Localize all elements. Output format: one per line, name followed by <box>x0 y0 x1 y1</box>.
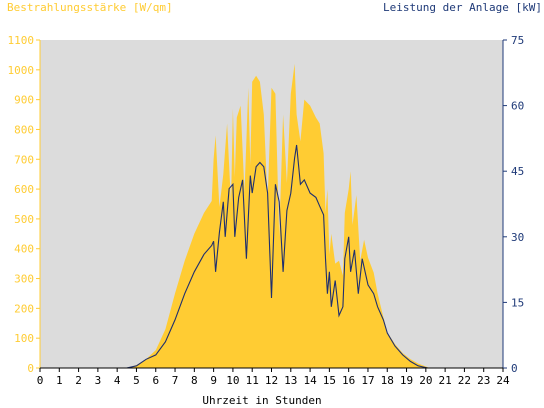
right-tick-label: 30 <box>511 231 524 244</box>
left-tick-label: 700 <box>14 153 34 166</box>
x-tick-label: 17 <box>361 374 374 387</box>
left-tick-label: 900 <box>14 94 34 107</box>
x-tick-label: 10 <box>226 374 239 387</box>
x-tick-label: 4 <box>114 374 121 387</box>
series-irradiance-area <box>40 63 503 369</box>
x-tick-label: 14 <box>303 374 317 387</box>
series-power-line <box>40 144 503 369</box>
right-tick-label: 45 <box>511 165 524 178</box>
x-tick-label: 0 <box>37 374 44 387</box>
x-tick-label: 8 <box>191 374 198 387</box>
right-axis-label: Leistung der Anlage [kW] <box>383 1 542 14</box>
left-tick-label: 0 <box>27 362 34 375</box>
left-tick-label: 500 <box>14 213 34 226</box>
x-tick-label: 19 <box>400 374 413 387</box>
axes-layer: 0100200300400500600700800900100011000153… <box>8 34 525 387</box>
left-tick-label: 800 <box>14 123 34 136</box>
x-tick-label: 18 <box>381 374 394 387</box>
x-tick-label: 12 <box>265 374 278 387</box>
x-tick-label: 1 <box>56 374 63 387</box>
x-tick-label: 13 <box>284 374 297 387</box>
left-tick-label: 400 <box>14 243 34 256</box>
x-tick-label: 16 <box>342 374 355 387</box>
left-tick-label: 300 <box>14 273 34 286</box>
x-tick-label: 9 <box>210 374 217 387</box>
series-layer <box>40 63 503 369</box>
x-tick-label: 21 <box>439 374 452 387</box>
x-tick-label: 3 <box>95 374 102 387</box>
left-tick-label: 100 <box>14 332 34 345</box>
x-tick-label: 11 <box>246 374 259 387</box>
right-tick-label: 75 <box>511 34 524 47</box>
right-tick-label: 60 <box>511 100 524 113</box>
x-tick-label: 7 <box>172 374 179 387</box>
left-tick-label: 200 <box>14 302 34 315</box>
x-tick-label: 24 <box>496 374 510 387</box>
x-tick-label: 23 <box>477 374 490 387</box>
left-tick-label: 1000 <box>8 64 35 77</box>
left-tick-label: 600 <box>14 183 34 196</box>
x-tick-label: 22 <box>458 374 471 387</box>
right-tick-label: 0 <box>511 362 518 375</box>
x-axis-label: Uhrzeit in Stunden <box>202 394 321 407</box>
x-tick-label: 2 <box>75 374 82 387</box>
left-axis-label: Bestrahlungsstärke [W/qm] <box>7 1 173 14</box>
x-tick-label: 20 <box>419 374 432 387</box>
left-tick-label: 1100 <box>8 34 35 47</box>
x-tick-label: 6 <box>152 374 159 387</box>
right-tick-label: 15 <box>511 296 524 309</box>
x-tick-label: 15 <box>323 374 336 387</box>
x-tick-label: 5 <box>133 374 140 387</box>
